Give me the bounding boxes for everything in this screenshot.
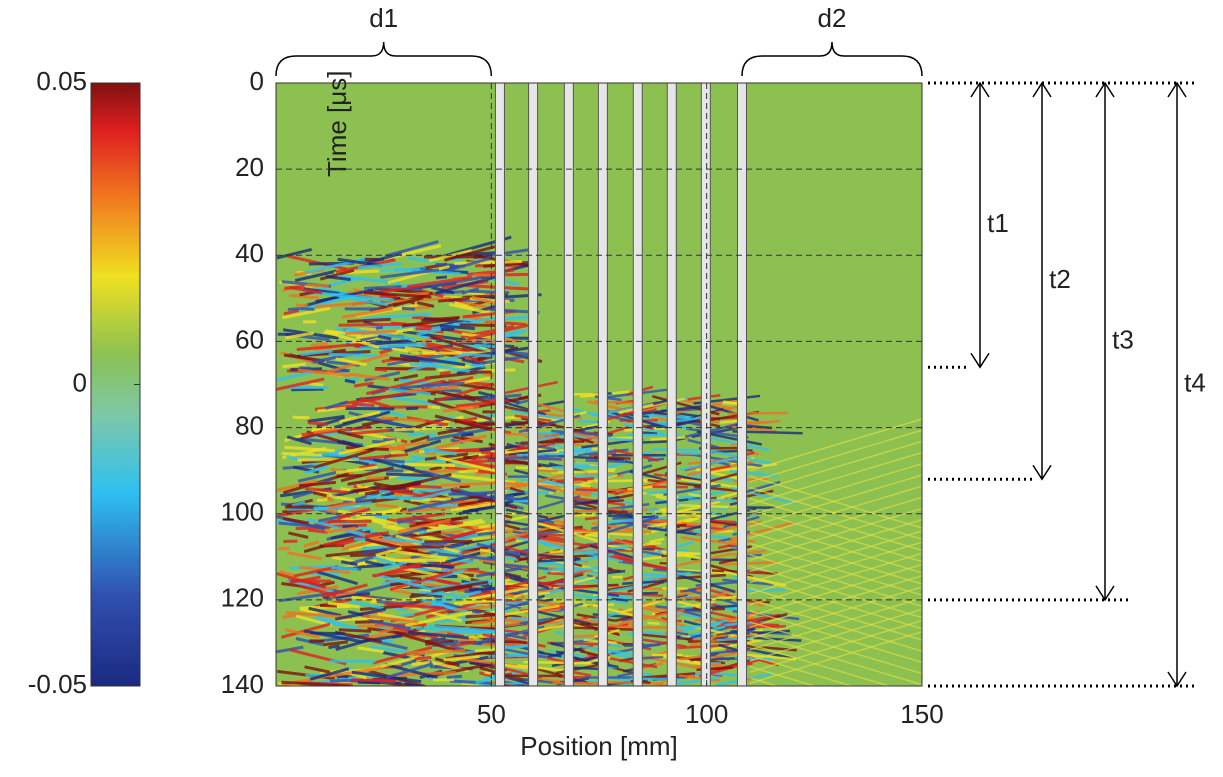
- texture: [422, 543, 447, 544]
- colorbar: [91, 83, 140, 686]
- gap: [598, 83, 607, 686]
- y-tick-label: 100: [221, 497, 264, 527]
- x-tick-label: 100: [685, 699, 728, 729]
- texture: [440, 372, 451, 374]
- texture: [409, 433, 424, 434]
- texture: [425, 435, 436, 436]
- y-tick-label: 80: [235, 410, 264, 440]
- texture: [311, 343, 328, 345]
- colorbar-tick-label: -0.05: [28, 669, 87, 699]
- gap: [701, 83, 710, 686]
- texture: [750, 689, 922, 741]
- y-tick-label: 60: [235, 324, 264, 354]
- texture: [588, 481, 640, 482]
- texture: [586, 460, 631, 462]
- time-label: t4: [1184, 367, 1206, 397]
- texture: [320, 605, 337, 606]
- y-tick-label: 40: [235, 238, 264, 268]
- texture: [388, 560, 446, 561]
- texture: [469, 365, 484, 366]
- colorbar-tick-label: 0: [73, 367, 87, 397]
- y-axis-label: Time [μs]: [322, 71, 352, 177]
- span-brace: [276, 42, 491, 76]
- y-tick-label: 0: [250, 66, 264, 96]
- time-label: t3: [1112, 324, 1134, 354]
- texture: [339, 324, 407, 325]
- gap: [737, 83, 746, 686]
- texture: [475, 649, 498, 651]
- texture: [436, 277, 447, 278]
- texture: [424, 541, 472, 542]
- y-tick-label: 120: [221, 583, 264, 613]
- texture: [300, 308, 314, 309]
- texture: [375, 505, 398, 507]
- span-label: d1: [369, 3, 398, 33]
- texture: [339, 630, 371, 632]
- span-brace: [742, 42, 922, 76]
- texture: [405, 464, 455, 465]
- texture: [291, 389, 323, 390]
- texture: [428, 407, 441, 408]
- texture: [725, 626, 786, 627]
- texture: [307, 285, 329, 286]
- texture: [310, 383, 323, 385]
- texture: [293, 417, 310, 418]
- x-tick-label: 50: [477, 699, 506, 729]
- texture: [613, 392, 630, 394]
- texture: [345, 380, 355, 382]
- span-label: d2: [818, 3, 847, 33]
- texture: [647, 623, 659, 624]
- texture: [329, 354, 377, 356]
- texture: [575, 490, 597, 491]
- texture: [299, 368, 311, 369]
- texture: [402, 547, 445, 548]
- texture: [459, 471, 478, 472]
- texture: [367, 497, 422, 499]
- texture: [347, 319, 390, 321]
- texture: [288, 309, 300, 310]
- time-label: t2: [1049, 264, 1071, 294]
- texture: [364, 286, 403, 288]
- texture: [351, 680, 396, 681]
- texture: [454, 262, 522, 264]
- gap: [529, 83, 538, 686]
- texture: [460, 486, 470, 487]
- texture: [728, 413, 789, 414]
- texture: [317, 499, 328, 500]
- gap: [495, 83, 504, 686]
- colorbar-tick-label: 0.05: [36, 66, 87, 96]
- x-tick-label: 150: [900, 699, 943, 729]
- texture: [282, 454, 323, 456]
- texture: [278, 548, 289, 549]
- gap: [633, 83, 642, 686]
- texture: [688, 500, 735, 501]
- texture: [372, 442, 385, 443]
- texture: [458, 639, 473, 641]
- texture: [639, 574, 664, 575]
- texture: [308, 423, 328, 424]
- texture: [333, 686, 400, 702]
- texture: [447, 676, 462, 677]
- texture: [391, 452, 405, 453]
- texture: [538, 593, 549, 594]
- texture: [554, 568, 603, 569]
- x-axis-label: Position [mm]: [520, 731, 678, 761]
- texture: [449, 522, 463, 523]
- texture: [374, 369, 387, 370]
- texture: [608, 511, 627, 512]
- texture: [331, 567, 358, 569]
- texture: [406, 408, 418, 409]
- texture: [329, 646, 340, 648]
- y-tick-label: 20: [235, 152, 264, 182]
- texture: [402, 308, 415, 309]
- texture: [362, 547, 385, 548]
- y-tick-label: 140: [221, 669, 264, 699]
- time-label: t1: [987, 208, 1009, 238]
- texture: [415, 657, 431, 659]
- texture: [448, 492, 502, 494]
- gap: [564, 83, 573, 686]
- gap: [667, 83, 676, 686]
